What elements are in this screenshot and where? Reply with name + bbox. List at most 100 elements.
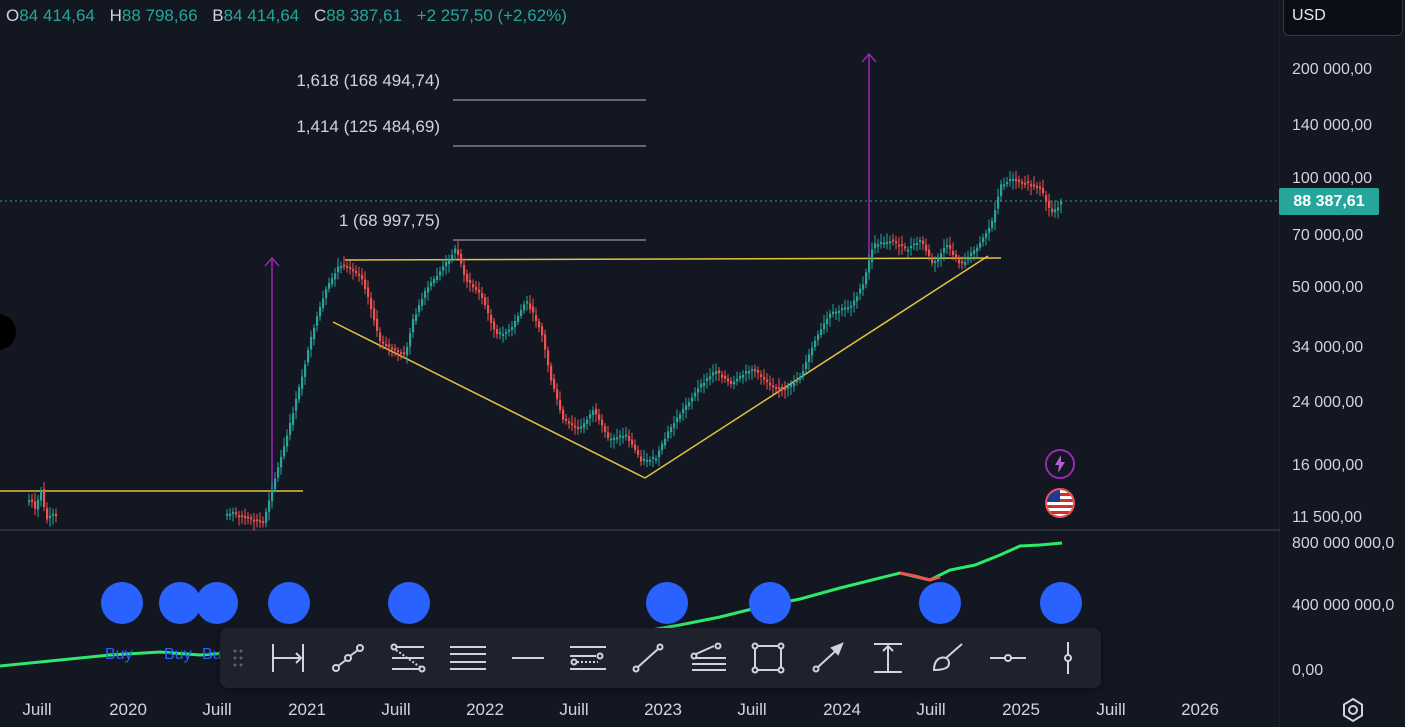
candle-body <box>688 402 691 407</box>
candle-body <box>916 243 919 246</box>
candle-body <box>694 392 697 397</box>
drag-grip-icon[interactable] <box>232 648 244 668</box>
signal-bubble[interactable] <box>101 582 143 624</box>
lightning-event-icon[interactable] <box>1045 449 1075 479</box>
candle-body <box>1027 181 1030 184</box>
trend-line-icon[interactable] <box>328 640 368 676</box>
candle-body <box>1021 181 1024 184</box>
candle-body <box>724 375 727 379</box>
candle-body <box>427 287 430 293</box>
signal-bubble[interactable] <box>268 582 310 624</box>
candle-body <box>529 303 532 310</box>
candle-body <box>958 259 961 264</box>
candle-body <box>580 426 583 429</box>
candle-body <box>754 368 757 372</box>
candle-body <box>385 344 388 347</box>
candle-body <box>646 459 649 462</box>
candle-body <box>1036 185 1039 188</box>
candle-body <box>433 279 436 284</box>
price-chart[interactable] <box>0 0 1280 727</box>
brush-icon[interactable] <box>928 640 968 676</box>
candle-body <box>655 458 658 461</box>
candle-body <box>1033 184 1036 187</box>
low-key: B <box>212 6 224 25</box>
candle-body <box>823 323 826 330</box>
candle-body <box>613 437 616 440</box>
candle-body <box>400 352 403 355</box>
candle-body <box>598 414 601 420</box>
line-icon[interactable] <box>628 640 668 676</box>
side-collapse-button[interactable] <box>0 314 16 350</box>
candle-body <box>736 378 739 382</box>
candle-body <box>874 243 877 248</box>
candle-body <box>805 361 808 370</box>
candle-body <box>1060 201 1063 205</box>
pitchfork-icon[interactable] <box>688 640 728 676</box>
price-tick: 70 000,00 <box>1292 227 1364 244</box>
settings-gear-icon[interactable] <box>1340 697 1366 723</box>
candle-body <box>871 249 874 262</box>
candle-body <box>556 389 559 400</box>
candle-body <box>652 456 655 459</box>
volume-tick: 400 000 000,0 <box>1292 597 1395 614</box>
candle-body <box>661 443 664 451</box>
candle-body <box>784 388 787 391</box>
arrow-icon[interactable] <box>808 640 848 676</box>
candle-body <box>40 490 43 501</box>
signal-bubble[interactable] <box>1040 582 1082 624</box>
candle-body <box>553 378 556 389</box>
candle-body <box>370 298 373 310</box>
vertical-line-icon[interactable] <box>1048 640 1088 676</box>
candle-body <box>1024 182 1027 185</box>
candle-body <box>280 456 283 468</box>
candle-body <box>412 319 415 333</box>
fib-label-1: 1 (68 997,75) <box>338 211 440 230</box>
candle-body <box>262 521 265 524</box>
neckline[interactable] <box>344 257 1002 261</box>
signal-bubble[interactable] <box>388 582 430 624</box>
signal-bubble[interactable] <box>749 582 791 624</box>
candle-body <box>460 253 463 264</box>
open-key: O <box>6 6 20 25</box>
candle-body <box>541 326 544 336</box>
date-price-range-icon[interactable] <box>268 640 308 676</box>
us-flag-event-icon[interactable] <box>1045 488 1075 518</box>
candle-body <box>391 347 394 350</box>
downtrend-line[interactable] <box>332 321 646 479</box>
fib-retracement-icon[interactable] <box>388 640 428 676</box>
candle-body <box>898 244 901 247</box>
candle-body <box>337 266 340 273</box>
signal-bubble[interactable] <box>196 582 238 624</box>
uptrend-line[interactable] <box>644 255 989 479</box>
candle-body <box>415 314 418 322</box>
candle-body <box>949 245 952 250</box>
candle-body <box>304 364 307 377</box>
fib-extension-icon[interactable] <box>568 640 608 676</box>
candle-body <box>1048 201 1051 209</box>
price-tick: 24 000,00 <box>1292 394 1364 411</box>
horizontal-ray-icon[interactable] <box>508 640 548 676</box>
signal-bubble[interactable] <box>919 582 961 624</box>
signal-bubble[interactable] <box>646 582 688 624</box>
candle-body <box>994 210 997 223</box>
price-range-icon[interactable] <box>868 640 908 676</box>
candle-body <box>562 409 565 420</box>
signal-bubble[interactable] <box>159 582 201 624</box>
parallel-lines-icon[interactable] <box>448 640 488 676</box>
rectangle-icon[interactable] <box>748 640 788 676</box>
candle-body <box>52 513 55 517</box>
candle-body <box>865 272 868 285</box>
candle-body <box>931 257 934 264</box>
candle-body <box>943 248 946 253</box>
candle-body <box>421 298 424 306</box>
candle-body <box>523 304 526 311</box>
candle-body <box>928 249 931 256</box>
currency-selector[interactable]: USD <box>1283 0 1403 36</box>
candle-body <box>1039 186 1042 189</box>
candle-body <box>1054 209 1057 213</box>
candle-body <box>361 275 364 280</box>
candle-body <box>325 288 328 299</box>
candle-body <box>592 410 595 415</box>
horizontal-line-icon[interactable] <box>988 640 1028 676</box>
candle-body <box>250 517 253 520</box>
